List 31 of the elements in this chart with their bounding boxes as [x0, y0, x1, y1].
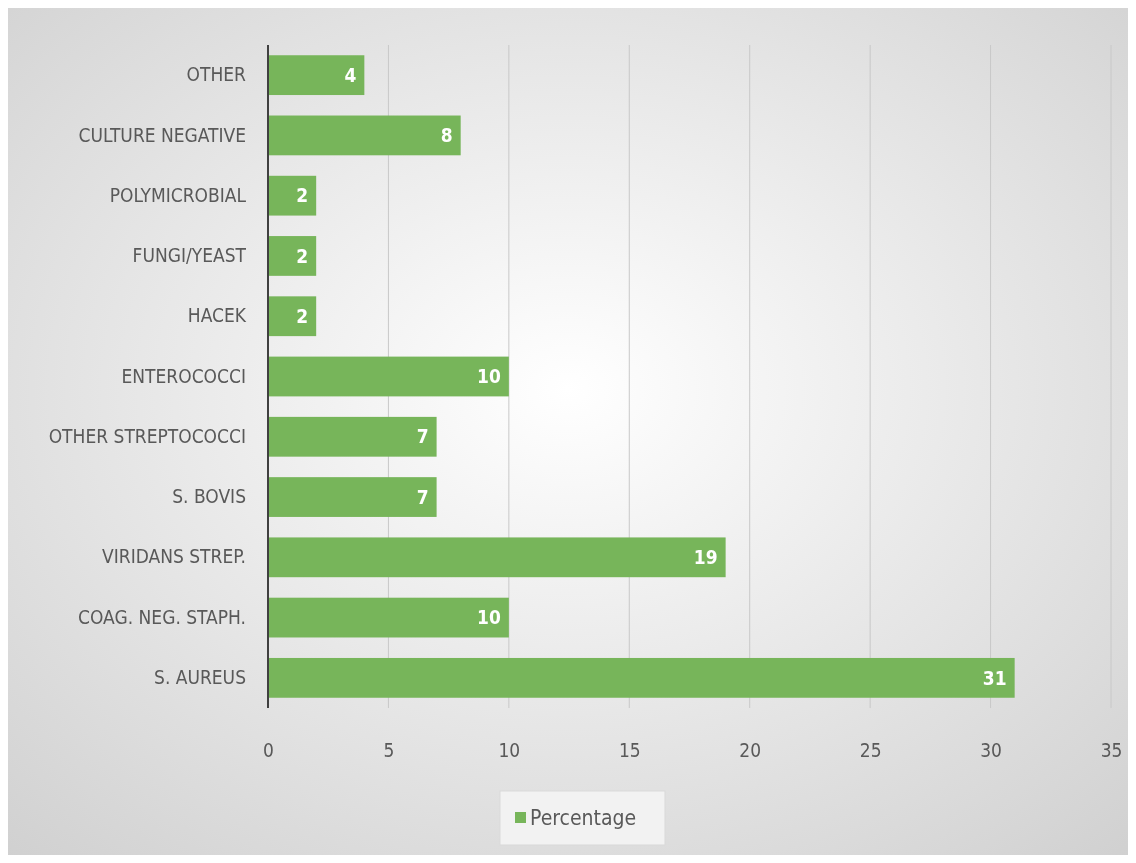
data-label: 10: [477, 365, 501, 388]
x-tick-label: 0: [263, 739, 274, 762]
x-tick-label: 15: [618, 739, 641, 762]
data-label: 8: [440, 124, 453, 147]
y-tick-label: FUNGI/YEAST: [132, 244, 247, 267]
x-tick-label: 35: [1100, 739, 1123, 762]
data-label: 2: [296, 304, 309, 327]
y-tick-label: OTHER STREPTOCOCCI: [48, 424, 246, 447]
data-label: 10: [477, 606, 501, 629]
y-tick-label: S. BOVIS: [172, 485, 246, 508]
data-label: 31: [982, 666, 1007, 689]
data-label: 7: [416, 425, 429, 448]
x-tick-label: 30: [980, 739, 1002, 762]
data-label: 19: [693, 545, 718, 568]
y-tick-label: POLYMICROBIAL: [109, 183, 247, 206]
x-tick-label: 20: [739, 739, 762, 762]
y-tick-label: CULTURE NEGATIVE: [78, 123, 246, 146]
legend-label: Percentage: [530, 806, 637, 831]
y-tick-label: COAG. NEG. STAPH.: [78, 605, 246, 628]
x-tick-label: 10: [498, 739, 521, 762]
data-label: 7: [416, 485, 429, 508]
x-tick-label: 25: [859, 739, 882, 762]
y-tick-label: VIRIDANS STREP.: [102, 545, 246, 568]
data-label: 2: [296, 244, 309, 267]
data-label: 4: [344, 63, 357, 86]
y-tick-label: ENTEROCOCCI: [121, 364, 246, 387]
x-tick-label: 5: [383, 739, 395, 762]
data-label: 2: [296, 184, 309, 207]
y-tick-label: OTHER: [186, 63, 247, 86]
y-tick-label: HACEK: [187, 304, 247, 327]
y-tick-label: S. AUREUS: [154, 665, 246, 688]
